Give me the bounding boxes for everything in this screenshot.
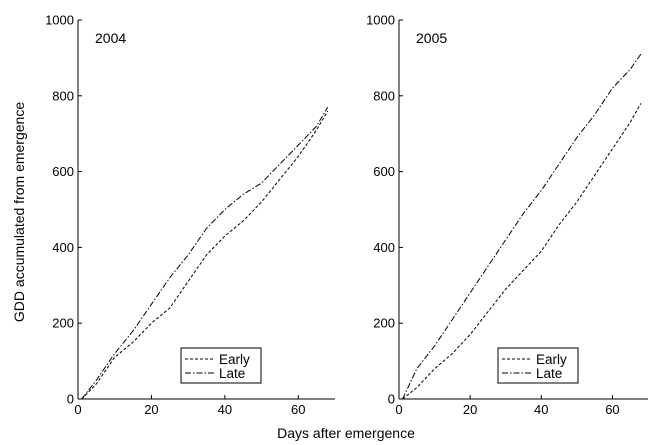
- series-line-late: [81, 106, 329, 400]
- x-tick-label: 0: [395, 402, 402, 417]
- x-tick-label: 40: [534, 402, 548, 417]
- y-tick-label: 600: [373, 164, 395, 179]
- legend-label-early: Early: [219, 352, 250, 367]
- x-tick-label: 60: [605, 402, 619, 417]
- x-tick-label: 20: [144, 402, 158, 417]
- x-axis-title: Days after emergence: [277, 425, 415, 441]
- y-tick-label: 200: [52, 316, 74, 331]
- y-tick-label: 1000: [45, 13, 74, 28]
- legend-label-early: Early: [536, 352, 567, 367]
- y-tick-label: 1000: [366, 13, 395, 28]
- legend-box: [497, 347, 579, 384]
- x-tick-label: 0: [74, 402, 81, 417]
- panel-title: 2004: [95, 30, 126, 46]
- y-tick-label: 200: [373, 316, 395, 331]
- legend-label-late: Late: [219, 366, 245, 381]
- y-tick-label: 0: [67, 392, 74, 407]
- y-tick-label: 400: [373, 240, 395, 255]
- y-tick-label: 400: [52, 240, 74, 255]
- x-tick-label: 40: [218, 402, 232, 417]
- y-tick-label: 0: [388, 392, 395, 407]
- x-tick-label: 20: [463, 402, 477, 417]
- y-tick-label: 600: [52, 164, 74, 179]
- series-line-late: [402, 53, 642, 400]
- y-tick-label: 800: [52, 88, 74, 103]
- legend-label-late: Late: [536, 366, 562, 381]
- y-axis-title: GDD accumulated from emergence: [11, 102, 27, 322]
- panel-title: 2005: [416, 30, 447, 46]
- x-tick-label: 60: [291, 402, 305, 417]
- legend-box: [180, 347, 262, 384]
- series-line-early: [81, 110, 329, 400]
- y-tick-label: 800: [373, 88, 395, 103]
- series-line-early: [402, 103, 642, 400]
